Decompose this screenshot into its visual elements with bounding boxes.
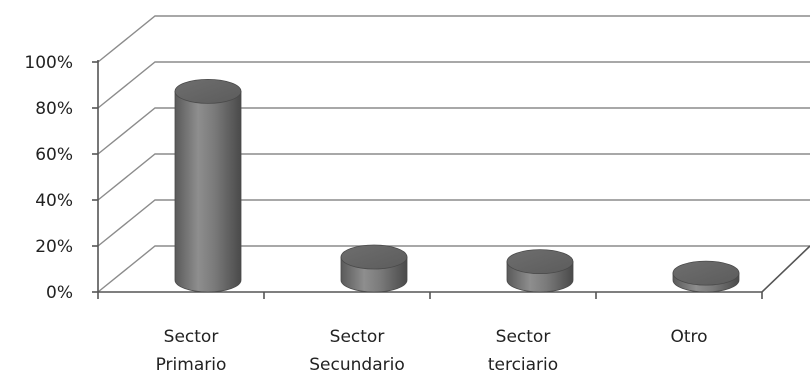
gridline (97, 107, 810, 155)
gridline (97, 153, 810, 201)
gridline (97, 199, 810, 247)
y-axis-tick-labels: 0% 20% 40% 60% 80% 100% (24, 53, 73, 303)
bar-cylinder (506, 249, 574, 293)
x-category-label: Otro (670, 327, 707, 347)
axes (92, 60, 810, 299)
bars (174, 79, 740, 293)
y-tick-label: 60% (35, 145, 73, 165)
bar-cylinder (672, 260, 740, 293)
gridline (97, 245, 810, 293)
y-tick-label: 100% (24, 53, 73, 73)
x-category-label: Sector Secundario (309, 327, 404, 375)
bar-cylinder (174, 79, 242, 293)
gridlines (97, 15, 810, 293)
x-category-label: Sector Primario (156, 327, 227, 375)
gridline (97, 61, 810, 109)
y-tick-label: 80% (35, 99, 73, 119)
bar-cylinder (340, 244, 408, 293)
x-category-label: Sector terciario (488, 327, 558, 375)
gridline (97, 15, 810, 63)
y-tick-label: 20% (35, 237, 73, 257)
y-tick-label: 0% (46, 283, 73, 303)
x-axis-category-labels: Sector Primario Sector Secundario Sector terc… (156, 327, 708, 375)
y-tick-label: 40% (35, 191, 73, 211)
